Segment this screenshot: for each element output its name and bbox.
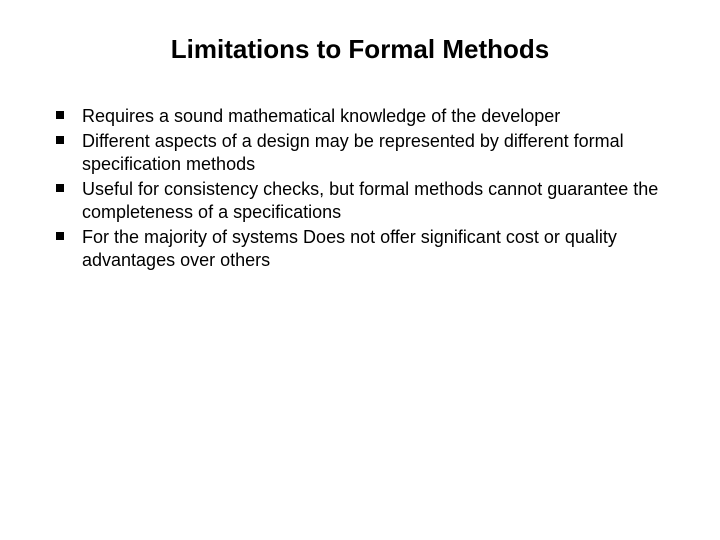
slide-title: Limitations to Formal Methods — [40, 30, 680, 65]
list-item: Different aspects of a design may be rep… — [50, 130, 670, 176]
list-item: Useful for consistency checks, but forma… — [50, 178, 670, 224]
slide: Limitations to Formal Methods Requires a… — [0, 0, 720, 540]
list-item: Requires a sound mathematical knowledge … — [50, 105, 670, 128]
list-item: For the majority of systems Does not off… — [50, 226, 670, 272]
bullet-list: Requires a sound mathematical knowledge … — [40, 105, 680, 272]
